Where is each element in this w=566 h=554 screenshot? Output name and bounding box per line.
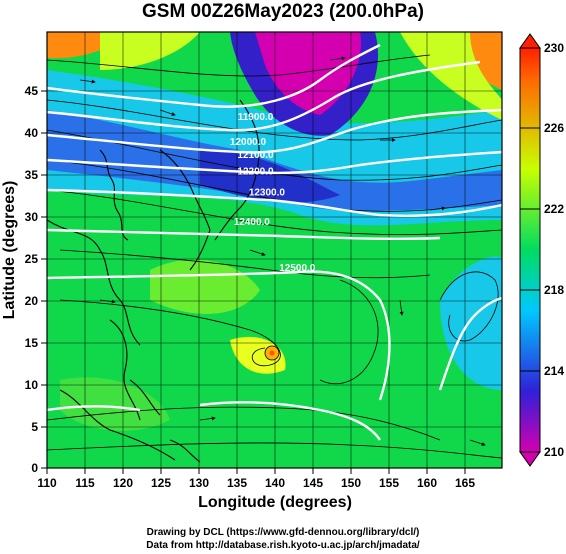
colorbar: 230 226 222 218 214 210 bbox=[519, 33, 564, 467]
wind-streamlines bbox=[47, 54, 502, 459]
contour-label: 12300.0 bbox=[249, 188, 286, 199]
contour-label: 12400.0 bbox=[234, 217, 271, 228]
y-tick-label: 20 bbox=[25, 294, 39, 308]
x-tick-label: 110 bbox=[37, 476, 57, 490]
wind-vectors bbox=[79, 56, 486, 446]
y-tick-label: 25 bbox=[25, 252, 39, 266]
x-tick-label: 130 bbox=[189, 476, 209, 490]
y-tick-label: 40 bbox=[25, 126, 39, 140]
credit-line-data: Data from http://database.rish.kyoto-u.a… bbox=[146, 540, 420, 551]
y-tick-label: 5 bbox=[31, 420, 38, 434]
colorbar-top-cap bbox=[519, 33, 541, 49]
y-tick-label: 35 bbox=[25, 168, 39, 182]
colorbar-bottom-cap bbox=[519, 451, 541, 467]
colorbar-tick-label: 230 bbox=[544, 41, 564, 55]
colorbar-tick-label: 214 bbox=[544, 364, 564, 378]
x-tick-label: 155 bbox=[379, 476, 399, 490]
weather-map: 11900.0 12000.0 12100.0 12200.0 12300.0 12400… bbox=[1, 31, 564, 511]
x-tick-label: 160 bbox=[417, 476, 437, 490]
credit-line-dcl: Drawing by DCL (https://www.gfd-dennou.o… bbox=[146, 527, 420, 538]
y-axis-title: Latitude (degrees) bbox=[1, 181, 18, 320]
contour-label: 12100.0 bbox=[237, 150, 274, 161]
x-tick-label: 140 bbox=[265, 476, 285, 490]
x-tick-label: 165 bbox=[455, 476, 475, 490]
colorbar-tick-label: 210 bbox=[544, 445, 564, 459]
typhoon-center-icon bbox=[264, 345, 280, 361]
geopotential-contours bbox=[47, 43, 502, 441]
map-title: GSM 00Z26May2023 (200.0hPa) bbox=[142, 1, 424, 22]
contour-label: 12500.0 bbox=[279, 263, 316, 274]
x-tick-label: 120 bbox=[113, 476, 133, 490]
x-axis-title: Longitude (degrees) bbox=[198, 494, 352, 511]
contour-labels: 11900.0 12000.0 12100.0 12200.0 12300.0 12400… bbox=[230, 112, 316, 274]
x-tick-label: 125 bbox=[151, 476, 171, 490]
y-tick-label: 10 bbox=[25, 378, 39, 392]
contour-label: 12200.0 bbox=[237, 167, 274, 178]
x-tick-label: 145 bbox=[303, 476, 323, 490]
contour-label: 12000.0 bbox=[230, 137, 267, 148]
y-tick-label: 45 bbox=[25, 84, 39, 98]
x-tick-label: 135 bbox=[227, 476, 247, 490]
y-tick-label: 30 bbox=[25, 210, 39, 224]
colorbar-tick-label: 218 bbox=[544, 283, 564, 297]
colorbar-tick-label: 226 bbox=[544, 121, 564, 135]
x-tick-label: 115 bbox=[75, 476, 95, 490]
x-tick-label: 150 bbox=[341, 476, 361, 490]
y-tick-label: 0 bbox=[31, 461, 38, 475]
y-tick-label: 15 bbox=[25, 336, 39, 350]
y-axis: 0 5 10 15 20 25 30 35 40 45 Latitude (de… bbox=[1, 84, 47, 475]
contour-label: 11900.0 bbox=[238, 112, 274, 123]
colorbar-gradient bbox=[519, 47, 541, 453]
x-axis: 110 115 120 125 130 135 140 145 150 155 … bbox=[37, 468, 475, 511]
colorbar-tick-label: 222 bbox=[544, 202, 564, 216]
